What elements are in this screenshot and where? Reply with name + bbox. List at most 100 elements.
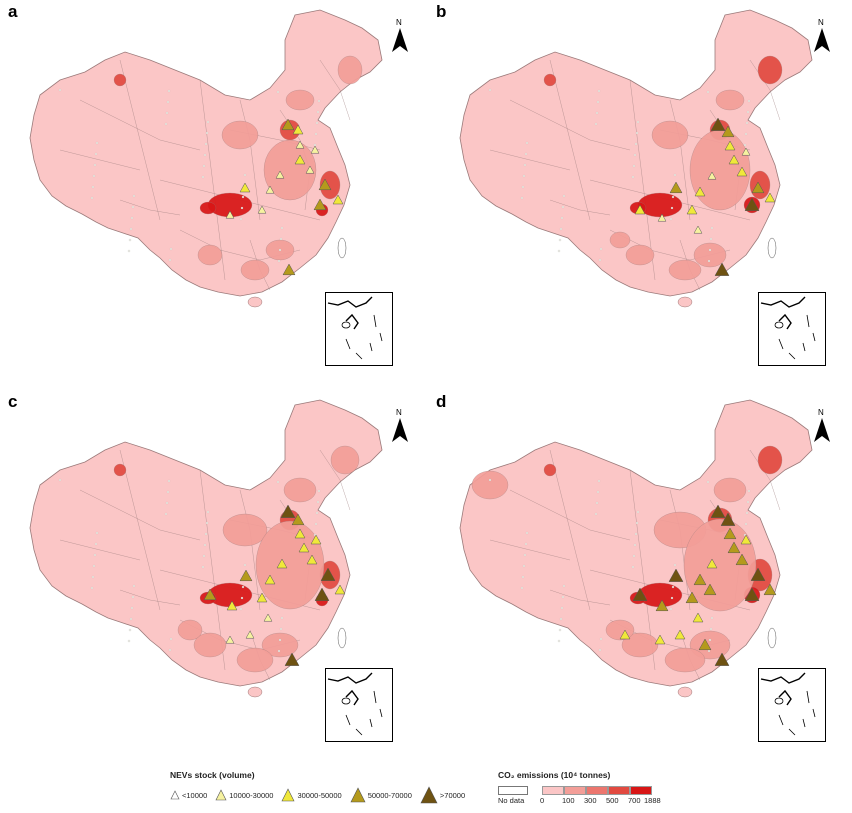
admin-boundary: [119, 449, 161, 611]
emission-region: [543, 73, 557, 87]
nev-stock-marker: [634, 204, 646, 215]
nev-stock-legend: NEVs stock (volume) <10000 10000-30000 300…: [170, 770, 490, 810]
nev-marker-small: [631, 175, 635, 179]
emission-region: [337, 55, 363, 85]
admin-boundary: [509, 489, 631, 541]
inset-coastline: [327, 296, 373, 330]
nev-stock-marker: [313, 198, 327, 211]
emission-region: [285, 89, 315, 111]
nev-marker-small: [560, 216, 564, 220]
co2-legend-swatch: [542, 786, 564, 795]
inset-dashed-line: [778, 690, 816, 736]
nev-stock-marker: [298, 542, 310, 553]
co2-legend-swatch: [608, 786, 630, 795]
nev-marker-small: [58, 88, 62, 92]
nev-marker-small: [598, 258, 602, 262]
nev-marker-small: [90, 196, 94, 200]
north-arrow-icon: N: [388, 408, 412, 448]
nev-marker-small: [744, 132, 748, 136]
nev-marker-small: [521, 575, 525, 579]
nev-stock-marker: [314, 587, 330, 601]
nev-legend-item: 50000-70000: [350, 787, 412, 803]
nev-marker-small: [596, 100, 600, 104]
panel-label-a: a: [8, 2, 18, 21]
nev-marker-small: [278, 638, 282, 642]
nev-marker-small: [317, 489, 321, 493]
nev-marker-small: [557, 639, 561, 643]
nev-marker-small: [562, 584, 566, 588]
nev-marker-small: [132, 194, 136, 198]
co2-legend-title: CO₂ emissions (10⁴ tonnes): [498, 770, 611, 780]
nev-marker-small: [94, 152, 98, 156]
nev-marker-small: [594, 512, 598, 516]
admin-boundary: [239, 489, 261, 611]
nev-marker-small: [708, 248, 712, 252]
nev-stock-marker: [763, 583, 777, 596]
nev-marker-small: [706, 480, 710, 484]
nev-marker-small: [743, 143, 747, 147]
nev-marker-small: [164, 512, 168, 516]
inset-coastline: [327, 672, 373, 706]
nev-stock-marker: [295, 140, 305, 149]
co2-legend-swatch: [586, 786, 608, 795]
nev-stock-marker: [294, 528, 306, 539]
nev-marker-small: [243, 563, 247, 567]
inset-dashed-line: [345, 690, 383, 736]
co2-break-label: 1888: [644, 796, 661, 805]
admin-boundary: [549, 449, 591, 611]
admin-boundary: [119, 59, 161, 221]
nev-marker-small: [594, 122, 598, 126]
nev-legend-label: >70000: [439, 790, 466, 800]
emission-region: [283, 477, 317, 503]
admin-boundary: [489, 149, 571, 171]
nev-stock-marker: [294, 154, 306, 165]
nev-marker-small: [746, 110, 750, 114]
nev-stock-marker: [657, 213, 667, 222]
nev-marker-small: [707, 649, 711, 653]
nev-marker-small: [561, 595, 565, 599]
nev-stock-marker: [750, 567, 766, 581]
emission-region: [668, 259, 702, 281]
island-taiwan: [767, 237, 777, 259]
nev-marker-small: [95, 141, 99, 145]
nev-marker-small: [127, 249, 131, 253]
nev-marker-small: [558, 238, 562, 242]
nev-marker-small: [205, 521, 209, 525]
admin-boundary: [79, 99, 201, 151]
nev-stock-marker: [619, 629, 631, 640]
inset-dashed-line: [345, 314, 383, 360]
nev-stock-marker: [735, 553, 749, 566]
nev-marker-small: [169, 247, 173, 251]
nev-marker-small: [522, 174, 526, 178]
china-map-c: [29, 399, 383, 698]
island-hainan: [247, 296, 263, 308]
nev-marker-small: [168, 648, 172, 652]
nev-marker-small: [709, 627, 713, 631]
emission-region: [683, 518, 757, 612]
admin-boundary: [319, 59, 351, 121]
china-map-b: [459, 9, 813, 308]
nev-stock-marker: [306, 554, 318, 565]
nev-marker-small: [128, 238, 132, 242]
nev-stock-marker: [764, 192, 776, 203]
emission-region: [471, 470, 509, 500]
nev-marker-small: [559, 617, 563, 621]
emission-region: [330, 445, 360, 475]
nev-marker-small: [164, 122, 168, 126]
nev-stock-marker: [245, 630, 255, 639]
nev-stock-marker: [310, 145, 320, 154]
nev-marker-small: [130, 216, 134, 220]
nev-marker-small: [315, 121, 319, 125]
nev-legend-label: 50000-70000: [367, 790, 412, 800]
nev-marker-small: [317, 99, 321, 103]
nev-marker-small: [669, 217, 673, 221]
nev-legend-item: <10000: [170, 790, 207, 800]
nev-marker-small: [520, 586, 524, 590]
nev-marker-small: [204, 142, 208, 146]
nev-marker-small: [239, 607, 243, 611]
nev-marker-small: [597, 89, 601, 93]
nev-marker-small: [634, 142, 638, 146]
nev-marker-small: [166, 490, 170, 494]
nev-stock-marker: [257, 205, 267, 214]
map-panel-d: d N: [428, 390, 848, 770]
